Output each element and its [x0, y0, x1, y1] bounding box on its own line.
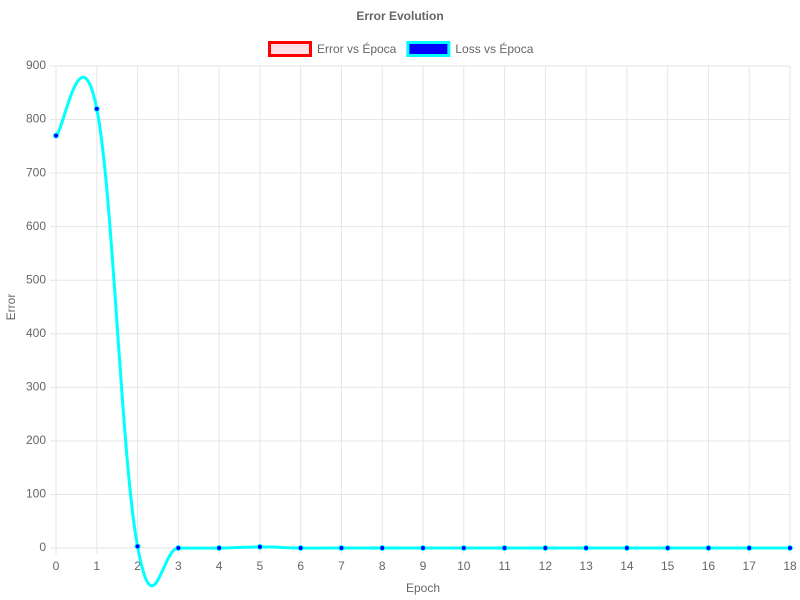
y-tick-label: 800 — [26, 112, 46, 126]
y-tick-label: 700 — [26, 165, 46, 179]
x-tick-label: 17 — [743, 559, 757, 573]
data-point — [420, 545, 426, 551]
y-tick-label: 900 — [26, 58, 46, 72]
chart-title: Error Evolution — [356, 9, 443, 23]
y-tick-label: 400 — [26, 326, 46, 340]
x-axis-label: Epoch — [406, 581, 440, 595]
data-point — [175, 545, 182, 551]
x-tick-label: 18 — [783, 559, 797, 573]
x-tick-label: 8 — [379, 559, 386, 573]
series-line — [54, 75, 790, 588]
x-tick-label: 7 — [338, 559, 345, 573]
data-point — [134, 543, 141, 550]
x-tick-label: 10 — [457, 559, 471, 573]
x-tick-label: 1 — [93, 559, 100, 573]
legend-swatch — [406, 41, 451, 57]
x-tick-label: 9 — [420, 559, 427, 573]
x-tick-label: 2 — [134, 559, 141, 573]
data-point — [216, 545, 223, 551]
y-tick-label: 600 — [26, 219, 46, 233]
legend-label: Error vs Época — [317, 41, 397, 56]
x-tick-label: 13 — [579, 559, 593, 573]
x-tick-label: 12 — [539, 559, 553, 573]
data-point — [705, 545, 712, 551]
data-point — [379, 545, 386, 551]
y-axis-label: Error — [4, 294, 18, 321]
data-point — [623, 545, 630, 551]
x-tick-label: 6 — [297, 559, 304, 573]
y-tick-label: 0 — [39, 540, 46, 554]
data-point — [664, 545, 671, 551]
data-point — [53, 132, 59, 139]
y-tick-label: 100 — [26, 487, 46, 501]
data-point — [256, 543, 263, 550]
y-tick-label: 500 — [26, 272, 46, 286]
data-point — [746, 545, 753, 551]
data-point — [787, 545, 793, 551]
x-tick-label: 4 — [216, 559, 223, 573]
x-tick-label: 16 — [702, 559, 716, 573]
legend-swatch — [268, 41, 312, 57]
x-tick-label: 5 — [257, 559, 264, 573]
data-point — [93, 105, 100, 112]
data-point — [338, 545, 345, 551]
y-tick-label: 200 — [26, 433, 46, 447]
x-tick-label: 11 — [498, 559, 511, 573]
x-tick-label: 15 — [661, 559, 675, 573]
data-point — [542, 545, 549, 551]
data-point — [501, 545, 508, 551]
x-tick-label: 0 — [53, 559, 60, 573]
x-tick-label: 3 — [175, 559, 182, 573]
x-tick-label: 14 — [620, 559, 634, 573]
data-point — [460, 545, 467, 551]
data-point — [583, 545, 590, 551]
data-point — [297, 545, 304, 551]
y-tick-label: 300 — [26, 380, 46, 394]
legend-label: Loss vs Época — [455, 41, 533, 56]
